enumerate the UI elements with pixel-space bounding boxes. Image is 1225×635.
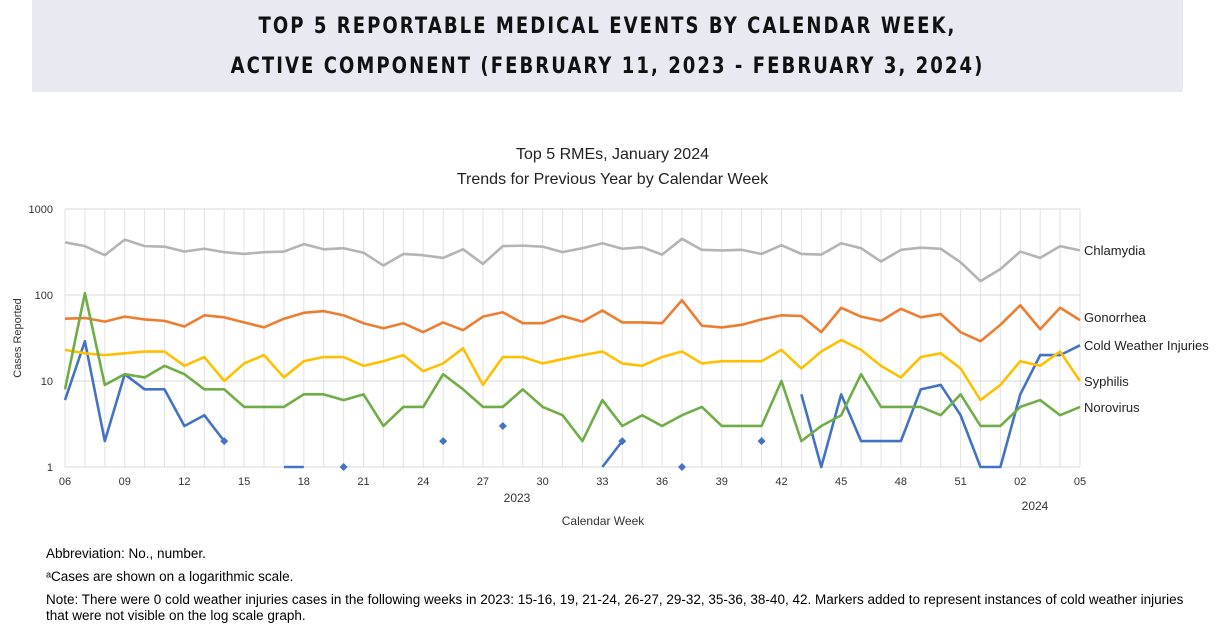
x-tick-label: 30: [537, 476, 549, 488]
x-tick-label: 33: [596, 476, 608, 488]
x-tick-label: 12: [178, 476, 190, 488]
cold-weather-marker: [339, 463, 348, 471]
y-tick-label: 1: [47, 462, 53, 474]
year-label-2024: 2024: [1022, 499, 1049, 513]
cold-weather-marker: [439, 437, 448, 446]
series-label: Cold Weather Injuries: [1084, 338, 1209, 353]
y-tick-label: 10: [41, 376, 53, 388]
note-log-scale: ᵃCases are shown on a logarithmic scale.: [46, 569, 294, 584]
series-label: Syphilis: [1084, 374, 1129, 389]
y-tick-label: 100: [35, 290, 53, 302]
cold-weather-marker: [618, 437, 627, 446]
x-tick-label: 06: [59, 476, 71, 488]
cold-weather-marker: [757, 437, 766, 446]
cold-weather-marker: [677, 463, 686, 471]
x-tick-label: 21: [357, 476, 369, 488]
cold-weather-marker: [498, 421, 507, 430]
header-title-line2: ACTIVE COMPONENT (FEBRUARY 11, 2023 - FE…: [230, 54, 985, 79]
cold-weather-marker: [220, 437, 229, 446]
x-tick-label: 15: [238, 476, 250, 488]
note-zero-weeks: Note: There were 0 cold weather injuries…: [46, 592, 1184, 623]
series-label: Gonorrhea: [1084, 310, 1147, 325]
x-tick-label: 24: [417, 476, 429, 488]
x-tick-label: 09: [119, 476, 131, 488]
series-line-chlamydia: [64, 237, 1081, 283]
series-label: Norovirus: [1084, 400, 1140, 415]
x-tick-label: 18: [298, 476, 310, 488]
chart-title: Top 5 RMEs, January 2024: [516, 146, 709, 163]
x-tick-label: 48: [895, 476, 907, 488]
line-chart: 1 10 100 1000 06 09 12 15 18 21 24 27 30 33 36 39 42 45 48…: [12, 204, 1209, 528]
series-line-cold-weather-injuries: [800, 344, 1081, 469]
x-tick-label: 39: [716, 476, 728, 488]
x-tick-label: 05: [1074, 476, 1086, 488]
series-label: Chlamydia: [1084, 243, 1146, 258]
header-title-line1: TOP 5 REPORTABLE MEDICAL EVENTS BY CALEN…: [258, 14, 957, 39]
x-tick-label: 27: [477, 476, 489, 488]
series-line-gonorrhea: [64, 298, 1081, 343]
series-line-cold-weather-injuries: [601, 440, 624, 468]
x-tick-label: 42: [775, 476, 787, 488]
x-tick-label: 45: [835, 476, 847, 488]
note-abbreviation: Abbreviation: No., number.: [46, 546, 206, 561]
page-header: TOP 5 REPORTABLE MEDICAL EVENTS BY CALEN…: [32, 0, 1183, 92]
y-tick-label: 1000: [29, 204, 53, 216]
x-axis-label: Calendar Week: [562, 514, 645, 528]
x-tick-label: 36: [656, 476, 668, 488]
series-line-cold-weather-injuries: [63, 339, 226, 443]
year-label-2023: 2023: [504, 491, 531, 505]
y-axis-label: Cases Reported: [12, 298, 24, 378]
x-tick-label: 02: [1014, 476, 1026, 488]
chart-subtitle: Trends for Previous Year by Calendar Wee…: [456, 171, 769, 188]
x-tick-label: 51: [954, 476, 966, 488]
series-line-syphilis: [64, 338, 1082, 402]
series-line-norovirus: [63, 291, 1081, 443]
